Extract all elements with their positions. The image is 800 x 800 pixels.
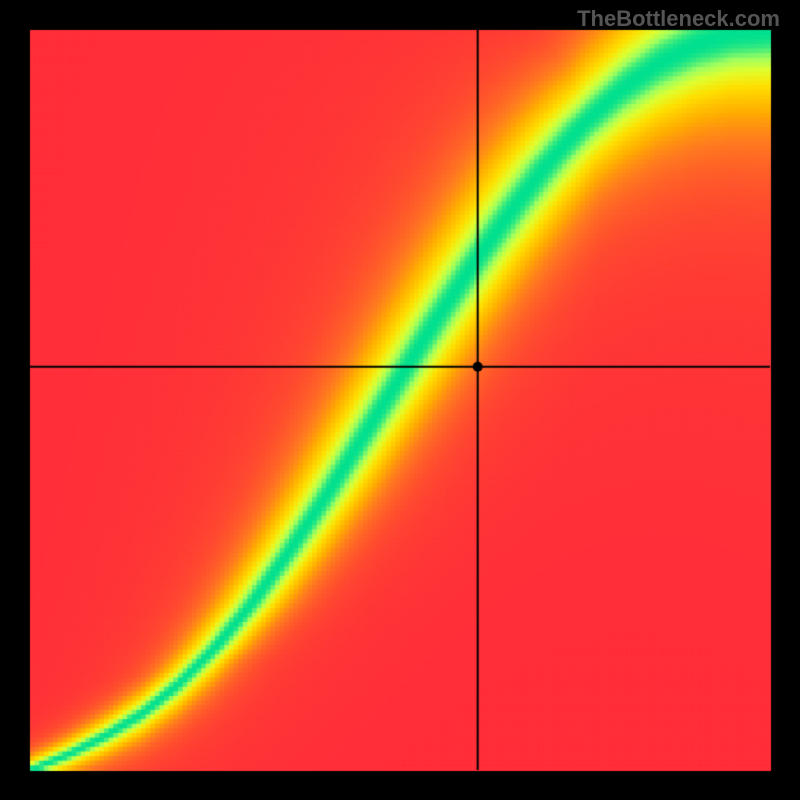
watermark-text: TheBottleneck.com — [577, 6, 780, 32]
bottleneck-heatmap — [0, 0, 800, 800]
chart-container: TheBottleneck.com — [0, 0, 800, 800]
